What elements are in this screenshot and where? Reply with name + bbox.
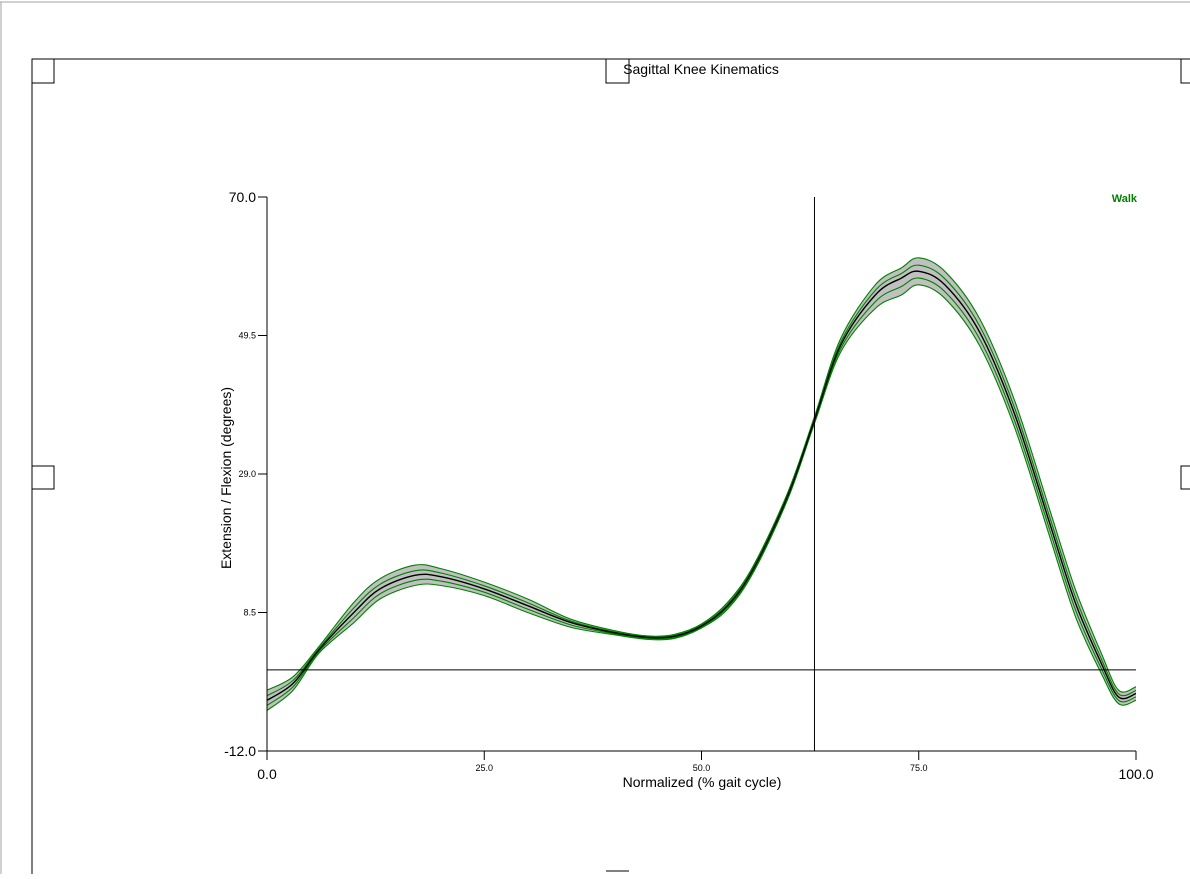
resize-handle-top-right[interactable] xyxy=(1180,58,1190,84)
legend-walk: Walk xyxy=(1112,193,1138,205)
axes-group: -12.0 70.0 8.5 29.0 49.5 0.0 100.0 25.0 50.0 75.0 xyxy=(224,189,1154,782)
resize-handle-mid-left[interactable] xyxy=(31,465,55,490)
resize-handle-top-left[interactable] xyxy=(31,58,55,84)
trial-curve-4 xyxy=(266,277,1137,706)
sd-band xyxy=(267,257,1136,711)
y-axis-label: Extension / Flexion (degrees) xyxy=(218,387,234,569)
x-tick-label: 25.0 xyxy=(475,763,493,773)
reference-lines-group xyxy=(267,197,1136,751)
x-tick-label: 75.0 xyxy=(910,763,928,773)
mean-curve-group xyxy=(266,270,1137,701)
y-tick-label: 70.0 xyxy=(229,189,256,205)
x-tick-label: 0.0 xyxy=(257,766,277,782)
trial-curves-group xyxy=(266,257,1137,711)
trial-curve-1 xyxy=(266,257,1137,693)
y-tick-label: 29.0 xyxy=(238,469,256,479)
resize-handle-top-center[interactable] xyxy=(605,58,630,84)
y-tick-label: 49.5 xyxy=(238,331,256,341)
mean-curve xyxy=(266,270,1137,701)
trial-curve-3 xyxy=(266,264,1137,697)
y-tick-label: 8.5 xyxy=(243,608,256,618)
trial-curve-2 xyxy=(266,284,1137,711)
y-tick-label: -12.0 xyxy=(224,743,256,759)
resize-handle-mid-right[interactable] xyxy=(1180,465,1190,490)
x-tick-label: 50.0 xyxy=(693,763,711,773)
sd-band-group xyxy=(267,257,1136,711)
chart-title: Sagittal Knee Kinematics xyxy=(623,61,779,77)
x-axis-label: Normalized (% gait cycle) xyxy=(623,774,782,790)
x-tick-label: 100.0 xyxy=(1118,766,1153,782)
